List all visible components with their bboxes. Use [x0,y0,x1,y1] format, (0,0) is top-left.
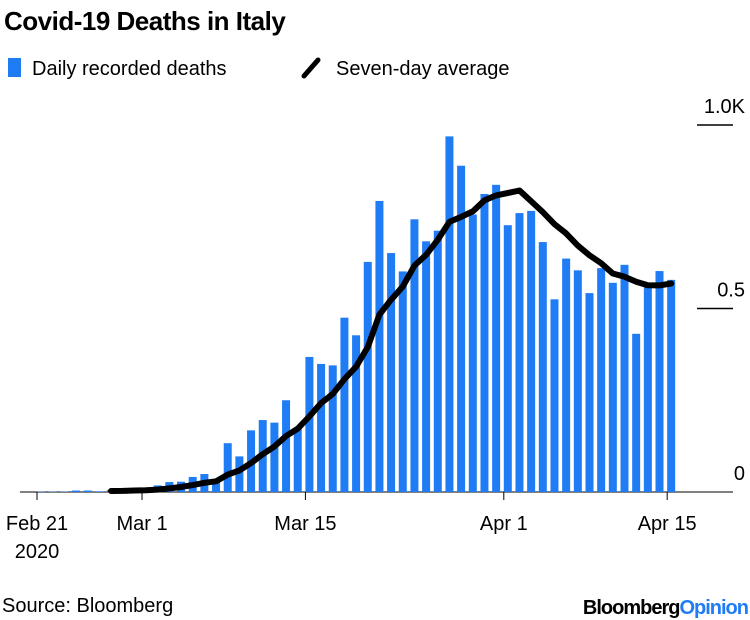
bar [643,284,652,492]
bar [363,261,372,492]
x-year-label: 2020 [15,541,60,563]
bar [223,443,232,492]
x-tick-label: Apr 1 [480,513,528,535]
bar [503,225,512,493]
bar [83,490,92,492]
bar [433,230,442,493]
y-tick-label: 0 [734,463,745,485]
x-tick-label: Apr 15 [638,513,697,535]
bar [422,241,431,492]
bar [597,268,606,492]
bar [562,258,571,492]
bar [95,491,104,492]
chart-title: Covid-19 Deaths in Italy [4,6,286,36]
bar [620,264,629,492]
bar [328,365,337,492]
legend-label: Daily recorded deaths [32,58,227,80]
bar [305,356,314,492]
bar [317,363,326,492]
bar [527,210,536,493]
bar [655,271,664,492]
bar [480,193,489,492]
bar [72,490,81,492]
bar [573,270,582,492]
bar [410,219,419,492]
bar [445,136,454,492]
bar [667,279,676,492]
bar [293,427,302,492]
bar [282,400,291,492]
legend-swatch [301,57,321,79]
bar [632,333,641,492]
bar [550,299,559,492]
x-tick-label: Feb 21 [6,513,68,535]
bar [387,253,396,492]
bar [515,213,524,492]
bar [270,422,279,492]
average-line [108,187,675,494]
source: Source: Bloomberg [2,595,173,617]
x-tick-label: Mar 15 [274,513,336,535]
bar [492,184,501,493]
y-tick-label: 1.0K [704,96,746,118]
bar [235,456,244,492]
legend-label: Seven-day average [336,58,509,80]
bar [375,200,384,492]
bar [608,282,617,492]
brand-name: Bloomberg [583,597,680,619]
bar [538,242,547,492]
brand: BloombergOpinion [583,597,748,619]
bar [212,478,221,492]
bar [468,214,477,492]
bar [352,335,361,492]
bar [340,317,349,492]
bar [585,293,594,492]
bar [457,165,466,492]
y-tick-label: 0.5 [717,280,745,302]
brand-suffix: Opinion [679,597,748,619]
legend-swatch [8,58,21,77]
bar [398,271,407,492]
x-tick-label: Mar 1 [116,513,167,535]
